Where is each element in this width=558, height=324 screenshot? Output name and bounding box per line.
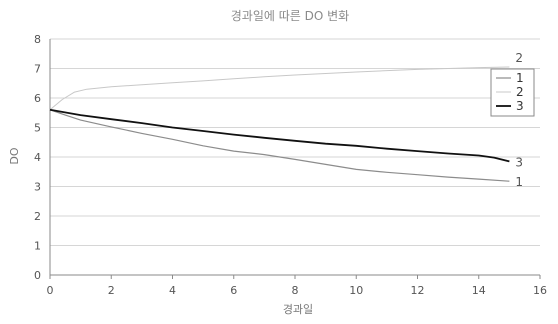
legend-label-1: 1: [516, 71, 524, 85]
series-lines: [49, 66, 510, 182]
series-line-3: [49, 108, 510, 163]
x-tick-label: 0: [47, 284, 54, 297]
x-tick-label: 16: [533, 284, 547, 297]
series-end-label-3: 3: [515, 155, 523, 169]
y-tick-label: 7: [34, 63, 41, 76]
series-line-1: [49, 109, 510, 182]
y-tick-label: 2: [34, 210, 41, 223]
series-end-label-2: 2: [515, 51, 523, 65]
legend: 123: [490, 68, 535, 117]
x-tick-label: 8: [292, 284, 299, 297]
y-tick-label: 0: [34, 269, 41, 282]
chart-title: 경과일에 따른 DO 변화: [231, 9, 349, 23]
x-tick-label: 14: [472, 284, 486, 297]
series-end-label-1: 1: [515, 175, 523, 189]
x-tick-label: 4: [169, 284, 176, 297]
legend-label-2: 2: [516, 85, 524, 99]
y-tick-label: 3: [34, 181, 41, 194]
y-axis-label: DO: [8, 147, 21, 164]
x-tick-label: 10: [349, 284, 363, 297]
series-end-labels: 123: [515, 51, 523, 189]
series-line-2: [49, 66, 510, 111]
gridlines: [50, 38, 540, 246]
x-tick-label: 2: [108, 284, 115, 297]
y-tick-label: 8: [34, 33, 41, 46]
legend-label-3: 3: [516, 99, 524, 113]
axes: [49, 39, 541, 279]
y-tick-label: 6: [34, 92, 41, 105]
x-tick-label: 6: [230, 284, 237, 297]
y-tick-label: 1: [34, 240, 41, 253]
x-axis-label: 경과일: [283, 302, 313, 316]
y-tick-label: 5: [34, 122, 41, 135]
x-tick-label: 12: [411, 284, 425, 297]
y-tick-label: 4: [34, 151, 41, 164]
